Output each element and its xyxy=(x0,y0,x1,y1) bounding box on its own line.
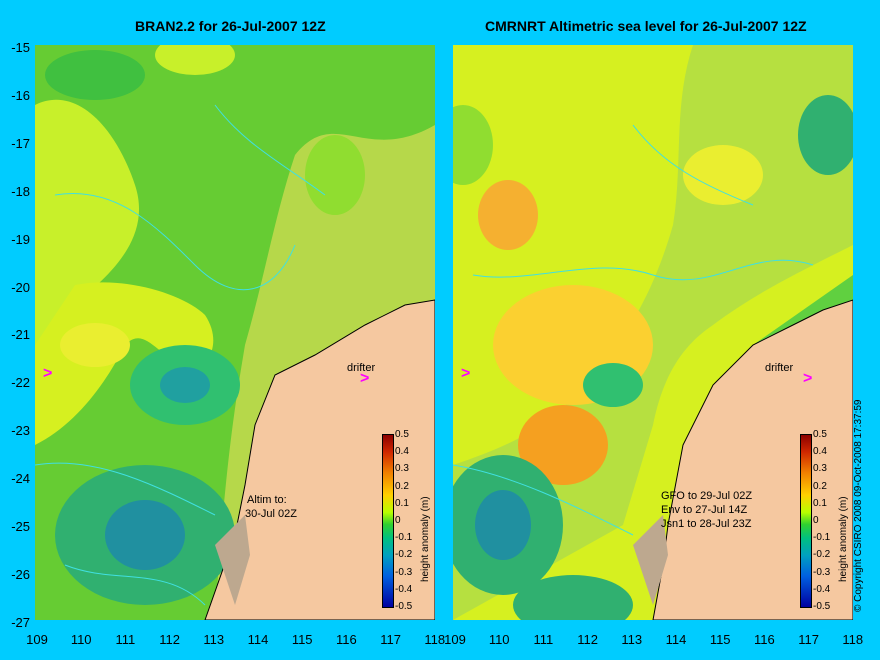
colorbar-tick-label: -0.4 xyxy=(395,583,413,595)
colorbar-tick-label: -0.1 xyxy=(395,532,413,544)
y-tick-label: -25 xyxy=(11,519,30,534)
y-tick-label: -17 xyxy=(11,135,30,151)
colorbar-tick-label: 0.4 xyxy=(395,446,409,458)
colorbar-tick-label: 0.5 xyxy=(813,429,827,440)
colorbar-tick-label: 0.2 xyxy=(395,480,409,492)
x-tick-label: 116 xyxy=(754,632,775,647)
x-tick-label: 109 xyxy=(444,632,466,647)
left-drifter-arrow-west: > xyxy=(43,365,53,382)
colorbar-tick-label: -0.5 xyxy=(813,601,831,612)
left-colorbar-unit: height anomaly (m) xyxy=(420,496,431,582)
y-tick-label: -20 xyxy=(11,279,30,295)
x-tick-label: 116 xyxy=(336,632,357,647)
right-altim-note-2: Env to 27-Jul 14Z xyxy=(661,504,748,516)
colorbar-tick-label: 0.2 xyxy=(813,480,827,492)
colorbar-tick-label: 0.1 xyxy=(813,497,827,509)
colorbar-tick-label: -0.4 xyxy=(813,583,831,595)
x-tick-label: 118 xyxy=(424,632,446,647)
left-colorbar xyxy=(382,434,394,608)
y-tick-label: -26 xyxy=(11,566,30,582)
x-tick-label: 110 xyxy=(70,632,92,647)
x-tick-label: 110 xyxy=(488,632,510,647)
y-tick-label: -23 xyxy=(11,423,30,439)
colorbar-tick-label: 0 xyxy=(813,515,819,526)
y-tick-label: -22 xyxy=(11,375,30,391)
y-tick-label: -18 xyxy=(11,183,30,199)
copyright: © Copyright CSIRO 2008 09-Oct-2008 17:37… xyxy=(853,399,864,613)
colorbar-tick-label: -0.1 xyxy=(813,532,831,544)
x-tick-label: 111 xyxy=(533,632,554,647)
left-altim-note-1: Altim to: xyxy=(247,494,287,506)
x-tick-label: 114 xyxy=(247,632,269,647)
y-tick-label: -19 xyxy=(11,231,30,247)
y-tick-label: -27 xyxy=(11,614,30,630)
colorbar-tick-label: 0.5 xyxy=(395,429,409,440)
right-map-panel xyxy=(453,45,853,620)
y-tick-label: -15 xyxy=(11,40,30,55)
right-map xyxy=(453,45,853,620)
x-tick-label: 117 xyxy=(380,632,401,647)
colorbar-tick-label: 0.3 xyxy=(813,463,827,475)
colorbar-tick-label: -0.2 xyxy=(395,549,413,561)
x-tick-label: 115 xyxy=(291,632,313,647)
colorbar-tick-label: -0.2 xyxy=(813,549,831,561)
x-tick-label: 115 xyxy=(709,632,731,647)
x-tick-label: 109 xyxy=(26,632,48,647)
right-colorbar xyxy=(800,434,812,608)
right-drifter-arrow: > xyxy=(803,370,813,387)
colorbar-tick-label: 0.4 xyxy=(813,446,827,458)
right-colorbar-unit: height anomaly (m) xyxy=(838,496,849,582)
x-tick-label: 113 xyxy=(621,632,643,647)
left-drifter-label: drifter xyxy=(347,362,376,374)
x-tick-label: 112 xyxy=(159,632,180,647)
colorbar-tick-label: -0.3 xyxy=(813,566,831,578)
x-tick-label: 112 xyxy=(577,632,598,647)
colorbar-tick-label: -0.5 xyxy=(395,601,413,612)
right-drifter-arrow-west: > xyxy=(461,365,471,382)
x-tick-label: 117 xyxy=(798,632,819,647)
x-tick-label: 113 xyxy=(203,632,225,647)
colorbar-tick-label: 0 xyxy=(395,515,401,526)
right-altim-note-1: GFO to 29-Jul 02Z xyxy=(661,490,753,502)
colorbar-tick-label: 0.3 xyxy=(395,463,409,475)
right-altim-note-3: Jsn1 to 28-Jul 23Z xyxy=(661,518,752,530)
colorbar-tick-label: 0.1 xyxy=(395,497,409,509)
left-panel-title: BRAN2.2 for 26-Jul-2007 12Z xyxy=(135,18,326,34)
colorbar-tick-label: -0.3 xyxy=(395,566,413,578)
left-map-panel xyxy=(35,45,435,620)
right-drifter-label: drifter xyxy=(765,362,794,374)
x-tick-label: 118 xyxy=(842,632,864,647)
left-map xyxy=(35,45,435,620)
left-drifter-arrow: > xyxy=(360,370,370,387)
x-tick-label: 111 xyxy=(115,632,136,647)
y-tick-label: -21 xyxy=(11,327,30,343)
right-panel-title: CMRNRT Altimetric sea level for 26-Jul-2… xyxy=(485,18,807,34)
y-tick-label: -24 xyxy=(11,471,30,487)
y-tick-label: -16 xyxy=(11,87,30,103)
left-altim-note-2: 30-Jul 02Z xyxy=(245,508,297,520)
x-tick-label: 114 xyxy=(665,632,687,647)
